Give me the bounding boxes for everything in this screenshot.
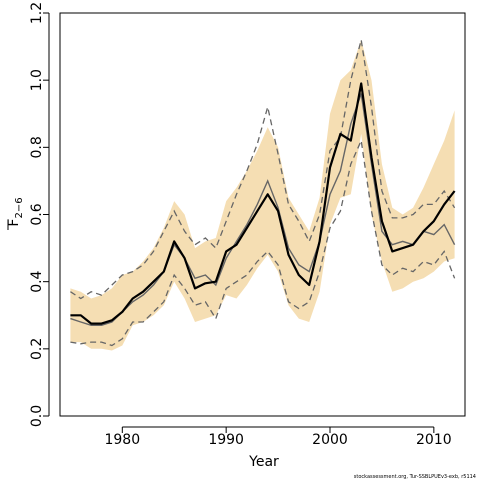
estimate-line — [70, 82, 456, 325]
y-tick-label: 1.0 — [29, 69, 45, 91]
plot-layer — [70, 39, 456, 351]
y-axis-title-main: F — [6, 219, 22, 227]
y-axis-title-sub: 2−6 — [14, 197, 25, 218]
axes-layer: 1980 1990 2000 2010 0.0 0.2 0.4 0.6 0.8 1.0 1.2 — [7, 2, 466, 448]
confidence-band — [70, 39, 455, 351]
y-axis-title: F2−6 — [6, 197, 25, 226]
previous-lower-line — [70, 138, 456, 347]
plot-frame — [59, 12, 466, 417]
y-tick-label: 0.6 — [29, 203, 45, 225]
svg-text:F2−6: F2−6 — [6, 197, 25, 226]
previous-estimate-line — [70, 93, 456, 326]
x-tick-label: 2010 — [416, 432, 452, 448]
y-tick-label: 0.0 — [29, 405, 45, 427]
y-tick-label: 0.8 — [29, 136, 45, 158]
y-tick-label: 1.2 — [29, 2, 45, 24]
x-tick-label: 1980 — [104, 432, 140, 448]
y-tick-label: 0.2 — [29, 338, 45, 360]
x-tick-label: 2000 — [312, 432, 348, 448]
x-axis-title: Year — [248, 454, 279, 470]
footnote: stockassessment.org, Tur-SSBLPUEv3-exb, … — [354, 474, 476, 480]
y-tick-label: 0.4 — [29, 270, 45, 292]
x-tick-label: 1990 — [208, 432, 244, 448]
